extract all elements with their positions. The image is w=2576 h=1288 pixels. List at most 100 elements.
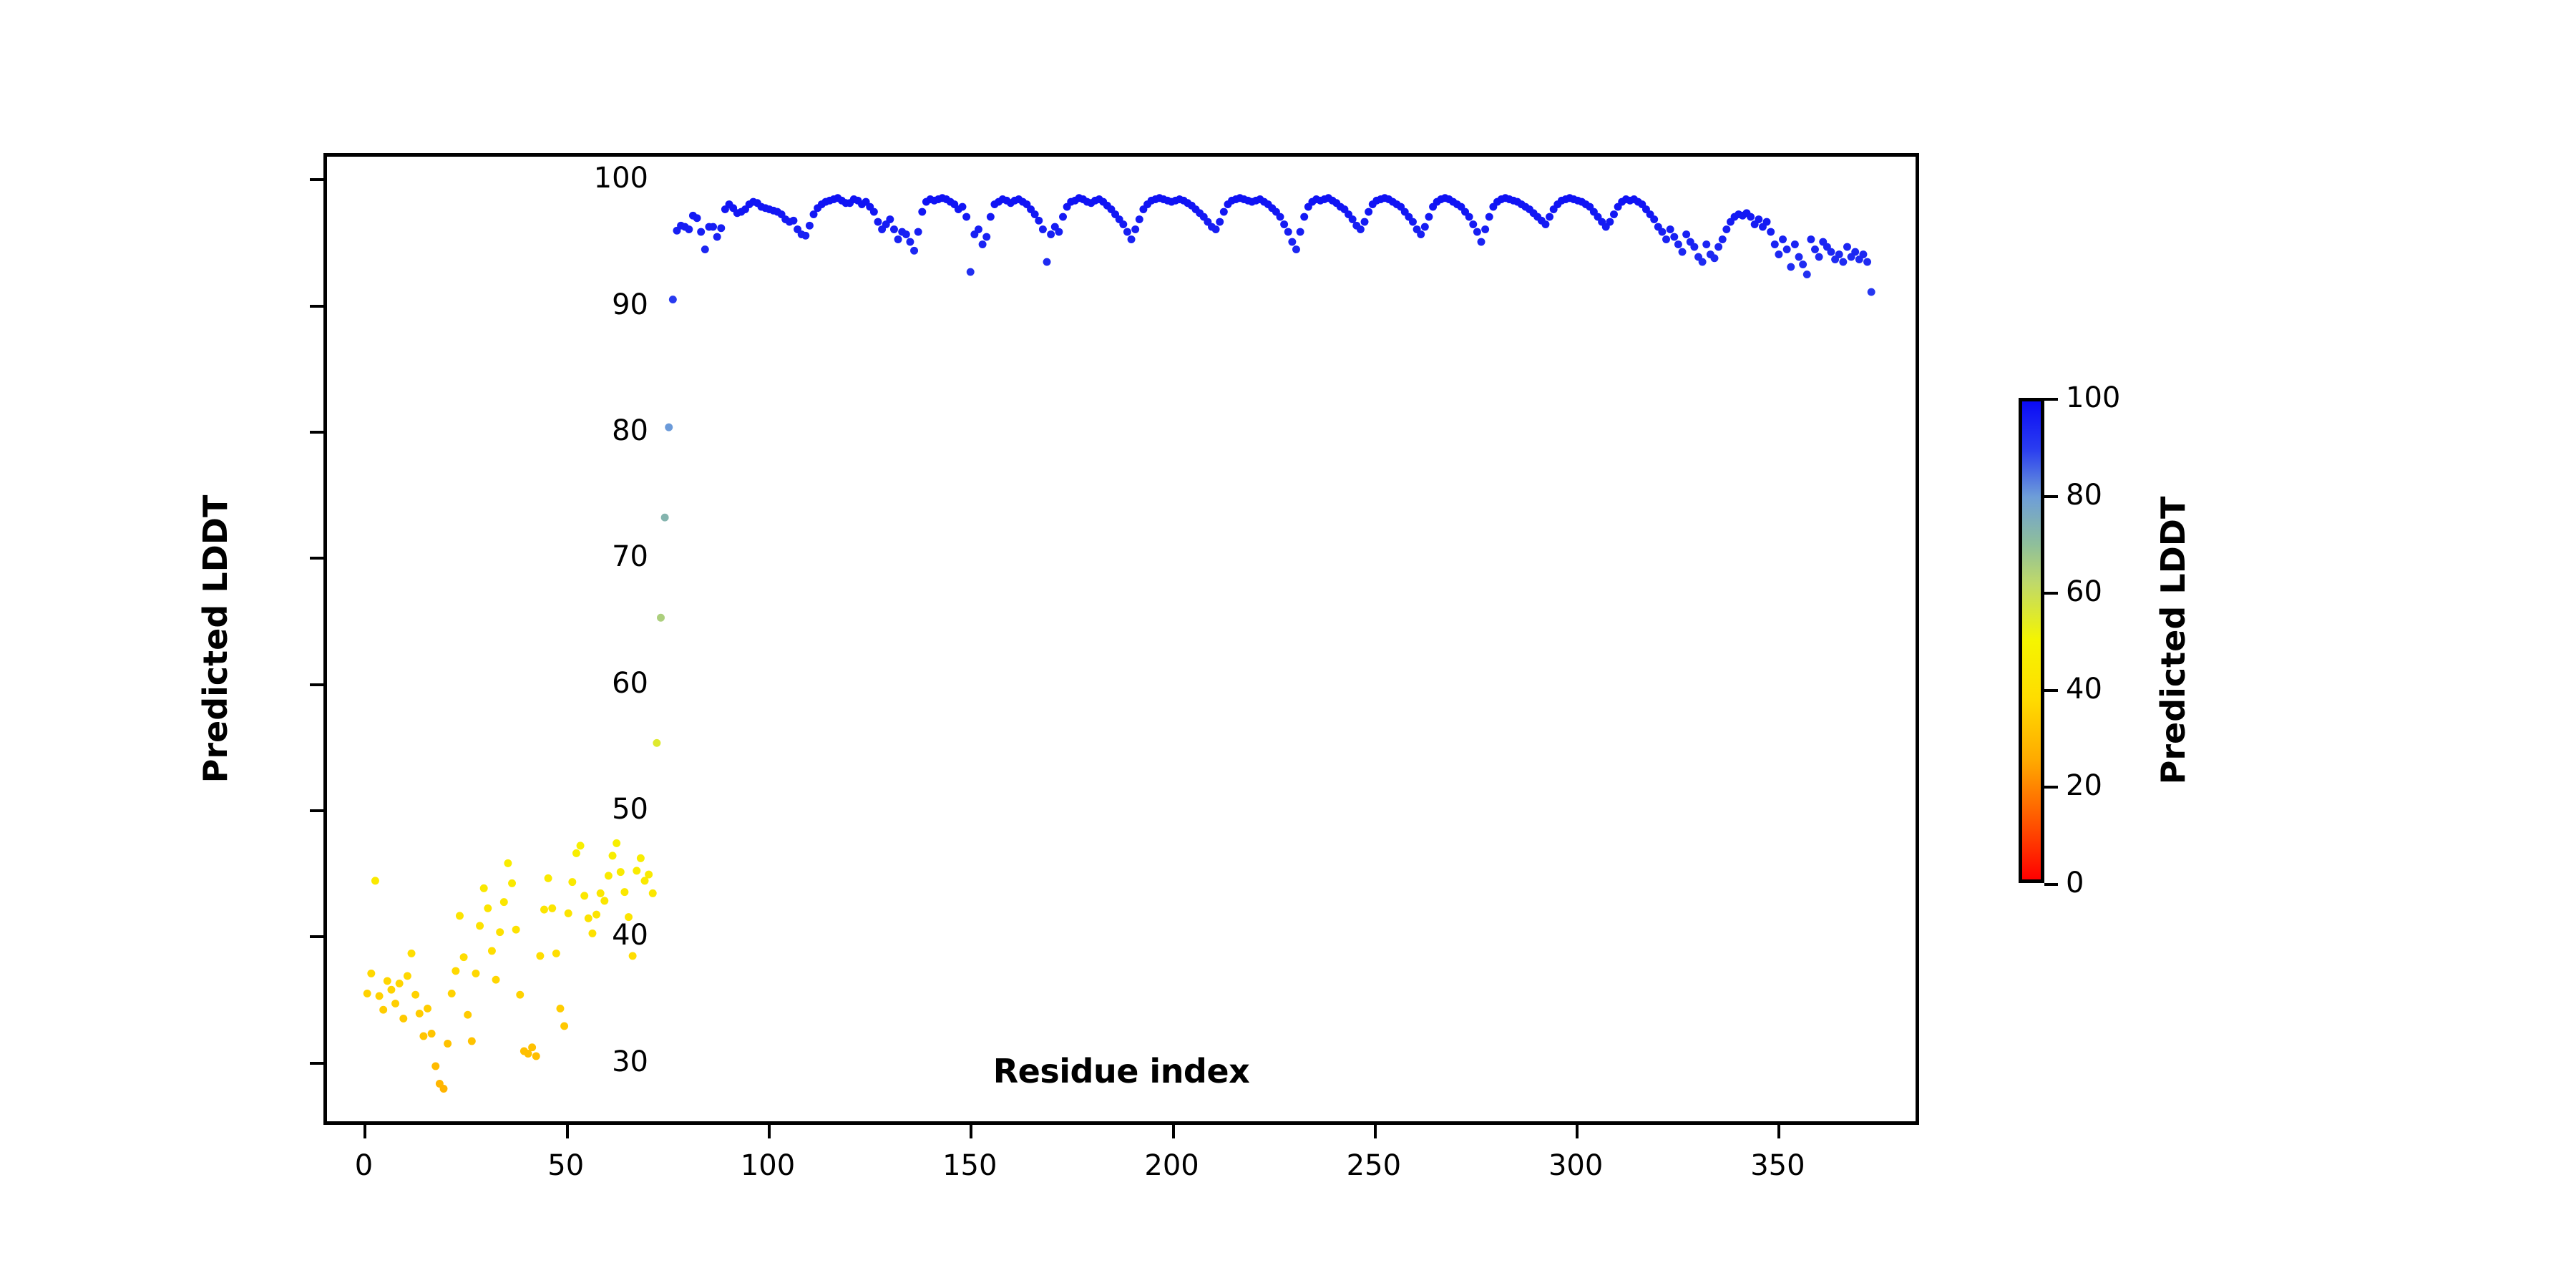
scatter-point <box>1755 215 1763 223</box>
colorbar-tick-label: 80 <box>2066 478 2102 512</box>
x-tick-label: 100 <box>740 1149 796 1182</box>
scatter-point <box>1710 254 1719 263</box>
colorbar-tick-label: 20 <box>2066 769 2102 803</box>
scatter-point <box>508 879 517 887</box>
x-tick-mark <box>364 1125 367 1138</box>
scatter-point <box>628 952 637 960</box>
scatter-point <box>536 952 545 960</box>
y-axis-label: Predicted LDDT <box>196 494 235 784</box>
scatter-point <box>1811 245 1819 254</box>
scatter-point <box>1055 228 1063 236</box>
scatter-point <box>1276 213 1284 221</box>
scatter-point <box>640 877 649 885</box>
scatter-point <box>528 1043 537 1052</box>
scatter-point <box>576 841 585 850</box>
scatter-point <box>1790 240 1799 249</box>
x-tick-mark <box>565 1125 569 1138</box>
scatter-point <box>616 868 625 877</box>
scatter-point <box>1606 218 1614 226</box>
x-tick-mark <box>1373 1125 1377 1138</box>
scatter-point <box>982 233 991 241</box>
scatter-point <box>1546 213 1554 221</box>
scatter-point <box>588 929 597 937</box>
scatter-point <box>809 210 818 218</box>
scatter-point <box>1835 250 1843 259</box>
x-tick-mark <box>1576 1125 1579 1138</box>
x-tick-label: 150 <box>942 1149 997 1182</box>
scatter-point <box>439 1085 448 1093</box>
scatter-point <box>962 213 971 221</box>
y-tick-mark <box>310 683 323 686</box>
scatter-point <box>1280 220 1289 228</box>
scatter-point <box>1767 228 1775 236</box>
colorbar-tick-mark <box>2044 494 2058 498</box>
scatter-point <box>986 213 995 221</box>
scatter-point <box>874 218 882 226</box>
scatter-point <box>918 208 927 216</box>
x-tick-label: 200 <box>1144 1149 1199 1182</box>
scatter-point <box>399 1014 408 1023</box>
colorbar-tick-label: 0 <box>2066 867 2084 899</box>
scatter-point <box>492 975 500 984</box>
scatter-point <box>701 245 709 254</box>
scatter-point <box>379 1005 388 1014</box>
scatter-point <box>653 738 661 747</box>
scatter-point <box>966 268 975 276</box>
scatter-point <box>1216 218 1224 226</box>
scatter-point <box>1043 258 1051 266</box>
scatter-point <box>1123 228 1131 236</box>
scatter-point <box>1827 248 1835 256</box>
scatter-point <box>1417 230 1425 239</box>
scatter-point <box>620 888 629 897</box>
scatter-point <box>657 613 665 622</box>
scatter-point <box>633 867 641 875</box>
scatter-point <box>455 912 464 920</box>
scatter-point <box>914 228 922 236</box>
scatter-point <box>484 904 492 912</box>
scatter-point <box>504 859 512 867</box>
scatter-point <box>894 235 902 244</box>
scatter-point <box>1678 248 1687 256</box>
scatter-point <box>1770 240 1779 249</box>
scatter-point <box>906 238 914 246</box>
scatter-point <box>665 423 673 431</box>
scatter-point <box>1356 225 1365 233</box>
y-tick-label: 70 <box>612 540 648 574</box>
scatter-point <box>375 992 384 1000</box>
scatter-point <box>709 223 718 231</box>
scatter-point <box>1747 213 1755 221</box>
scatter-point <box>1718 235 1727 244</box>
scatter-point <box>1469 220 1478 228</box>
scatter-point <box>1843 243 1851 251</box>
scatter-point <box>568 878 577 887</box>
scatter-point <box>1300 213 1309 221</box>
x-tick-label: 0 <box>354 1149 374 1182</box>
scatter-point <box>1127 235 1136 244</box>
scatter-point <box>1779 235 1787 244</box>
scatter-point <box>452 967 460 975</box>
scatter-point <box>1698 258 1707 266</box>
scatter-point <box>424 1004 431 1013</box>
scatter-point <box>516 990 525 999</box>
scatter-point <box>1348 215 1357 223</box>
colorbar-gradient <box>2022 401 2041 879</box>
scatter-point <box>789 216 798 225</box>
scatter-point <box>625 913 633 922</box>
scatter-point <box>1722 225 1731 233</box>
scatter-point <box>886 215 894 223</box>
scatter-point <box>608 852 617 860</box>
scatter-point <box>431 1062 440 1070</box>
scatter-point <box>363 989 371 997</box>
scatter-point <box>600 897 609 905</box>
scatter-point <box>524 1050 532 1058</box>
y-tick-label: 80 <box>612 414 648 447</box>
x-tick-label: 300 <box>1548 1149 1604 1182</box>
scatter-point <box>592 910 601 919</box>
scatter-point <box>572 849 580 857</box>
scatter-point <box>645 870 653 879</box>
scatter-point <box>403 972 411 980</box>
scatter-point <box>556 1004 565 1013</box>
scatter-point <box>902 230 910 239</box>
scatter-point <box>1038 225 1047 233</box>
scatter-point <box>1284 228 1292 236</box>
